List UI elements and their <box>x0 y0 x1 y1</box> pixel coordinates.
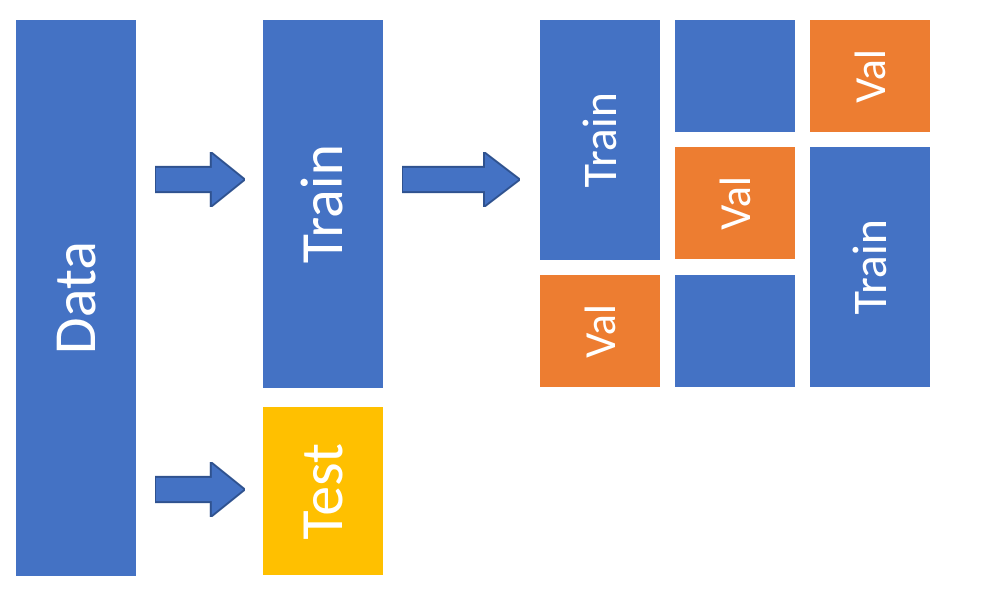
block-col2_bottom <box>675 275 795 387</box>
block-label-test: Test <box>293 443 353 540</box>
arrow-a1 <box>155 152 245 207</box>
block-train: Train <box>263 20 383 388</box>
block-col2_top <box>675 20 795 132</box>
arrow-a3 <box>402 152 520 207</box>
block-label-train: Train <box>293 144 353 263</box>
block-col3_top: Val <box>810 20 930 132</box>
block-col2_mid: Val <box>675 147 795 259</box>
block-col1_top: Train <box>540 20 660 260</box>
arrow-a2 <box>155 462 245 517</box>
block-label-col1_top: Train <box>576 92 624 187</box>
block-col1_bottom: Val <box>540 275 660 387</box>
block-label-data: Data <box>46 241 106 354</box>
block-col3_bottom: Train <box>810 147 930 387</box>
block-label-col1_bottom: Val <box>578 304 622 358</box>
block-label-col3_bottom: Train <box>846 219 894 314</box>
block-label-col3_top: Val <box>848 49 892 103</box>
block-label-col2_mid: Val <box>713 176 757 230</box>
block-test: Test <box>263 407 383 575</box>
block-data: Data <box>16 20 136 576</box>
